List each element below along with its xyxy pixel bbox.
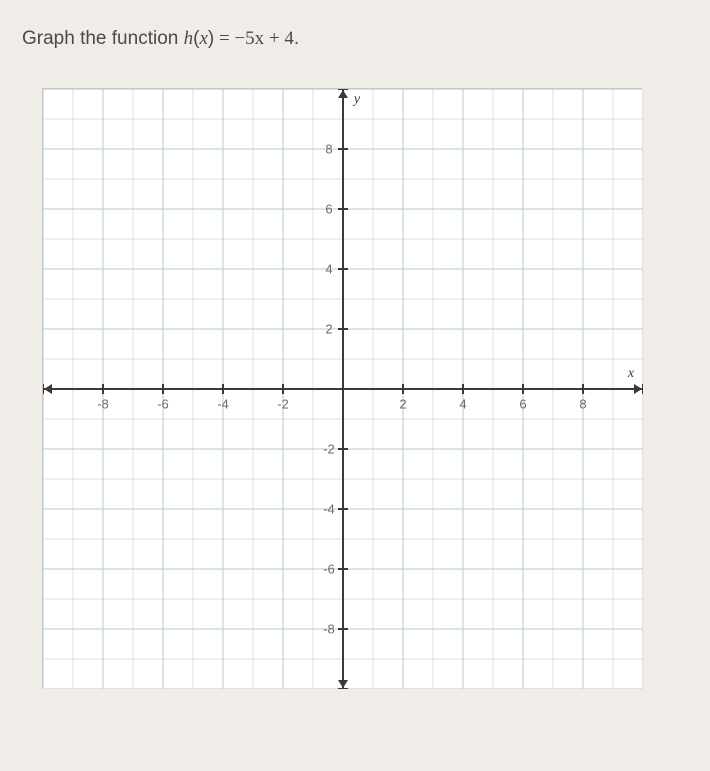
svg-text:-6: -6 — [323, 561, 335, 576]
svg-text:-8: -8 — [97, 396, 109, 411]
svg-text:6: 6 — [519, 396, 526, 411]
function-arg: x — [199, 28, 207, 49]
grid-svg: -8 -6 -4 -2 2 4 6 8 8 6 4 2 -2 -4 -6 -8 x y — [43, 89, 643, 689]
svg-text:-4: -4 — [217, 396, 229, 411]
function-name: h — [184, 28, 194, 49]
svg-text:-6: -6 — [157, 396, 169, 411]
svg-text:y: y — [352, 92, 361, 107]
worksheet-page: Graph the function h(x) = −5x + 4. -8-6-… — [0, 0, 710, 771]
question-prompt: Graph the function h(x) = −5x + 4. — [22, 28, 688, 50]
coordinate-grid[interactable]: -8 -6 -4 -2 2 4 6 8 8 6 4 2 -2 -4 -6 -8 x y — [42, 88, 642, 688]
svg-text:8: 8 — [325, 141, 332, 156]
svg-text:-2: -2 — [323, 441, 335, 456]
svg-text:-4: -4 — [323, 501, 335, 516]
svg-text:2: 2 — [399, 396, 406, 411]
function-rhs: −5x + 4 — [234, 28, 293, 49]
svg-text:4: 4 — [459, 396, 466, 411]
svg-text:6: 6 — [325, 201, 332, 216]
svg-text:8: 8 — [579, 396, 586, 411]
svg-text:4: 4 — [325, 261, 332, 276]
svg-text:-8: -8 — [323, 621, 335, 636]
svg-text:2: 2 — [325, 321, 332, 336]
prompt-prefix: Graph the function — [22, 28, 184, 49]
svg-text:-2: -2 — [277, 396, 289, 411]
svg-text:x: x — [627, 366, 635, 381]
